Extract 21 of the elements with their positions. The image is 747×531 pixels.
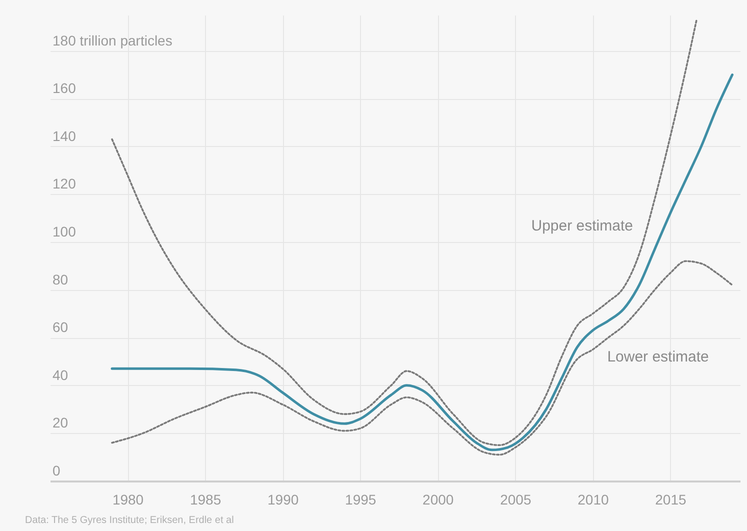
y-tick-label: 120 [52, 176, 76, 192]
annotation: Lower estimate [607, 348, 709, 366]
y-tick-label: 100 [52, 224, 76, 240]
x-tick-label: 1980 [112, 492, 144, 508]
x-tick-label: 1990 [268, 492, 299, 508]
y-tick-label: 0 [52, 462, 60, 478]
x-tick-label: 2000 [422, 492, 454, 508]
x-tick-label: 2005 [500, 492, 532, 508]
y-tick-label: 180 trillion particles [52, 32, 172, 48]
y-tick-label: 40 [52, 366, 68, 383]
y-tick-label: 140 [52, 128, 76, 144]
y-tick-label: 20 [52, 414, 68, 431]
x-tick-label: 2015 [655, 492, 687, 508]
x-tick-label: 1995 [345, 492, 376, 508]
x-tick-label: 2010 [578, 492, 609, 508]
y-tick-label: 60 [52, 319, 68, 336]
text: Data: The 5 Gyres Institute; Eriksen, Erdle et al [25, 515, 234, 526]
y-tick-label: 160 [52, 80, 76, 96]
y-tick-label: 80 [52, 271, 68, 288]
annotation: Upper estimate [531, 217, 633, 234]
x-tick-label: 1985 [190, 492, 222, 508]
